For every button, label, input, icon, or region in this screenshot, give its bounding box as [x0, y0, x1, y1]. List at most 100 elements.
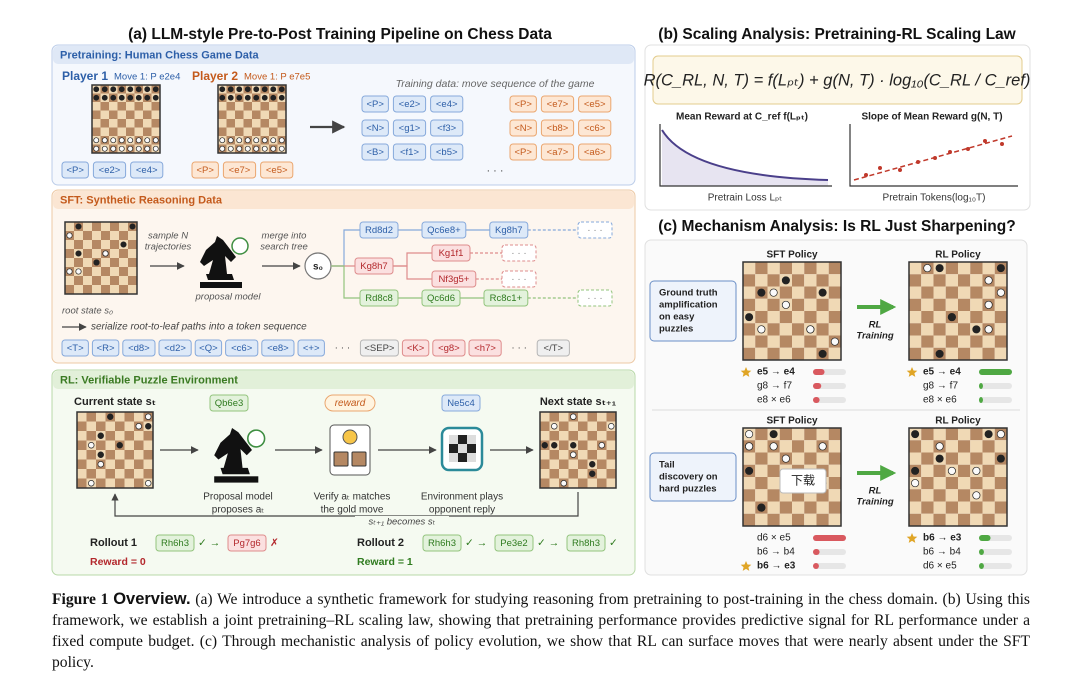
piece	[769, 288, 778, 297]
env-square	[449, 453, 458, 462]
board-square	[958, 335, 971, 348]
env-square	[458, 435, 467, 444]
piece	[219, 137, 226, 144]
label: proposal model	[195, 292, 262, 303]
piece	[93, 94, 100, 101]
piece	[570, 413, 577, 420]
piece	[127, 145, 134, 152]
board-square	[909, 501, 922, 514]
board-square	[597, 412, 607, 422]
label: ✓ →	[537, 537, 559, 549]
board-square	[143, 102, 152, 111]
board-square	[252, 127, 261, 136]
board-square	[597, 469, 607, 479]
piece	[261, 145, 268, 152]
token: <e5>	[584, 99, 606, 110]
board-square	[804, 440, 817, 453]
board-square	[235, 102, 244, 111]
board-square	[235, 119, 244, 128]
board-square	[792, 286, 805, 299]
board-square	[134, 459, 144, 469]
board-square	[218, 119, 227, 128]
label: discovery on	[659, 472, 718, 483]
board-square	[110, 231, 119, 240]
board-square	[828, 464, 841, 477]
piece	[219, 145, 226, 152]
label: opponent reply	[429, 505, 495, 516]
board-square	[105, 421, 115, 431]
board-square	[86, 421, 96, 431]
board-square	[779, 513, 792, 526]
token-box	[222, 161, 257, 179]
piece	[935, 264, 944, 273]
label: · · ·	[511, 248, 527, 259]
board-square	[109, 110, 118, 119]
board-square	[92, 110, 101, 119]
board-square	[143, 440, 153, 450]
tree-node: Kg8h7	[360, 261, 387, 272]
board-square	[945, 477, 958, 490]
board-square	[578, 450, 588, 460]
piece	[253, 145, 260, 152]
board-frame	[742, 261, 842, 361]
tree-node: Qc6e8+	[427, 225, 461, 236]
token-box	[494, 534, 534, 552]
board-square	[921, 311, 934, 324]
label: · · ·	[587, 225, 603, 236]
board-square	[77, 459, 87, 469]
board-square	[755, 274, 768, 287]
board-square	[83, 258, 92, 267]
board-square	[792, 274, 805, 287]
board-square	[126, 110, 135, 119]
board-square	[243, 127, 252, 136]
loop-label-bg	[355, 516, 449, 528]
board-square	[804, 428, 817, 441]
board-square	[921, 477, 934, 490]
piece	[757, 325, 766, 334]
piece	[101, 137, 108, 144]
board-square	[119, 249, 128, 258]
piece	[227, 86, 234, 93]
move: d6 × e5	[757, 533, 791, 544]
ellipsis-box	[501, 244, 537, 262]
board-square	[994, 464, 1007, 477]
token: </T>	[544, 343, 564, 354]
board-square	[110, 222, 119, 231]
token: <h7>	[474, 343, 496, 354]
board-square	[110, 258, 119, 267]
token: Ne5c4	[447, 398, 474, 409]
board-square	[568, 478, 578, 488]
board-square	[243, 119, 252, 128]
prob-bar	[979, 369, 1012, 375]
board-square	[77, 421, 87, 431]
board-square	[743, 323, 756, 336]
board-square	[958, 286, 971, 299]
env-square	[467, 444, 476, 453]
board-square	[587, 440, 597, 450]
prob-bar	[813, 397, 820, 403]
token-box	[540, 95, 575, 113]
label: Training	[856, 331, 893, 342]
piece	[911, 466, 920, 475]
board-square	[779, 262, 792, 275]
board-square	[549, 450, 559, 460]
piece	[75, 268, 82, 275]
piece	[270, 145, 277, 152]
token-box	[392, 143, 427, 161]
tree-edge	[393, 265, 432, 280]
board-square	[128, 240, 137, 249]
prob-bar	[979, 549, 984, 555]
tooltip-text: 下载	[791, 474, 815, 488]
section-header	[53, 371, 634, 389]
prob-bar	[979, 397, 983, 403]
token-box	[578, 119, 612, 137]
board-square	[816, 274, 829, 287]
token: <e2>	[99, 165, 121, 176]
token: <e8>	[267, 343, 289, 354]
knight-shape	[214, 428, 252, 475]
board-square	[767, 335, 780, 348]
piece	[101, 145, 108, 152]
token-box	[392, 95, 427, 113]
piece	[608, 423, 615, 430]
token-box	[130, 161, 164, 179]
